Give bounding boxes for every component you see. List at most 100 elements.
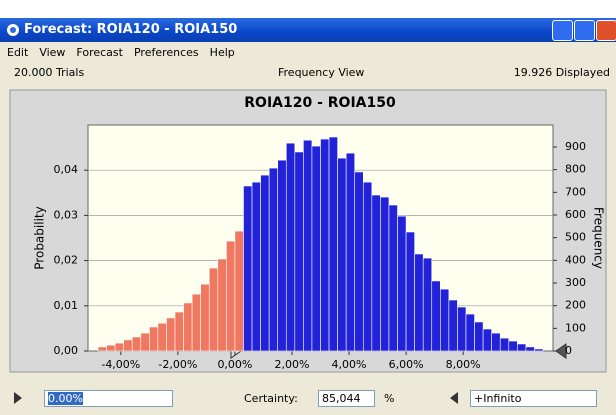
bottom-bar: 0.00% Certainty: 85,044 % +Infinito [0, 386, 616, 412]
y2-tick-label: 800 [565, 163, 586, 176]
x-tick-label: 8,00% [446, 358, 481, 371]
lower-value: 0.00% [48, 392, 83, 405]
bar [234, 230, 244, 352]
y2-tick-label: 600 [565, 208, 586, 221]
app-icon [7, 24, 19, 36]
lower-arrow[interactable] [12, 391, 24, 405]
displayed: 19.926 Displayed [513, 66, 610, 79]
bar [294, 151, 304, 352]
bar [491, 332, 501, 352]
bar [371, 194, 381, 352]
y2-tick-label: 700 [565, 185, 586, 198]
x-tick-label: -4,00% [101, 358, 140, 371]
y2-axis-label: Frequency [592, 207, 606, 269]
title-bar: Forecast: ROIA120 - ROIA150 [0, 18, 616, 42]
bar [140, 332, 150, 352]
x-tick-label: -2,00% [158, 358, 197, 371]
menu-item[interactable]: Edit [7, 46, 29, 59]
x-tick-label: 4,00% [332, 358, 367, 371]
upper-marker[interactable] [555, 343, 567, 359]
chart-title: ROIA120 - ROIA150 [244, 95, 396, 111]
bar [448, 299, 458, 352]
bar [183, 302, 193, 352]
y-tick-label: 0,03 [54, 208, 79, 221]
y2-tick-label: 200 [565, 299, 586, 312]
bar [97, 346, 107, 352]
bar [362, 181, 373, 352]
y2-tick-label: 400 [565, 253, 586, 266]
info-bar: 20.000 Trials Frequency View 19.926 Disp… [0, 66, 616, 84]
upper-arrow[interactable] [448, 391, 460, 405]
y-tick-label: 0,02 [54, 254, 79, 267]
bar [431, 280, 441, 352]
bar [482, 328, 492, 352]
bar [380, 196, 390, 352]
bar [337, 157, 347, 352]
bar [414, 253, 424, 352]
bar [440, 288, 450, 352]
bar [217, 258, 227, 352]
bar [320, 138, 330, 352]
window-title: Forecast: ROIA120 - ROIA150 [24, 22, 238, 37]
y-tick-label: 0,04 [54, 163, 79, 176]
bar [157, 322, 167, 352]
bar [191, 293, 201, 352]
bar [277, 159, 287, 352]
menu-item[interactable]: View [39, 46, 66, 59]
certainty-field[interactable]: 85,044 [318, 390, 375, 407]
close-button[interactable] [596, 20, 616, 41]
x-tick-label: 0,00% [217, 358, 252, 371]
trials: 20.000 Trials [14, 66, 85, 79]
menu-item[interactable]: Forecast [76, 46, 123, 59]
bar [525, 346, 535, 352]
bar [243, 185, 253, 352]
bar [260, 174, 270, 352]
bar [226, 240, 236, 352]
maximize-button[interactable] [574, 20, 595, 41]
bar [268, 167, 279, 352]
y2-tick-label: 500 [565, 231, 586, 244]
chart: ROIA120 - ROIA150 Probability Frequency … [9, 89, 607, 373]
x-tick-label: 2,00% [274, 358, 309, 371]
bar [251, 181, 261, 352]
bar [534, 348, 544, 352]
bar [208, 267, 219, 352]
menu-item[interactable]: Preferences [133, 46, 199, 59]
minimize-button[interactable] [552, 20, 573, 41]
bar [422, 257, 433, 352]
bar [106, 344, 116, 352]
certainty-unit: % [384, 392, 395, 405]
bar [311, 145, 321, 352]
y2-tick-label: 300 [565, 276, 586, 289]
bar [303, 139, 313, 352]
bar [397, 215, 407, 352]
menu-bar: Edit View Forecast Preferences Help [0, 44, 616, 62]
bar [166, 317, 176, 352]
upper-field[interactable]: +Infinito [470, 390, 597, 407]
bar [354, 171, 364, 352]
bar [474, 321, 484, 352]
bar [200, 283, 210, 352]
bar [465, 313, 475, 352]
bar [131, 336, 142, 352]
y-axis-label: Probability [33, 206, 47, 269]
lower-field[interactable]: 0.00% [44, 390, 173, 407]
bar [457, 306, 467, 352]
y-tick-label: 0,01 [54, 299, 79, 312]
bar [499, 337, 510, 352]
bar [345, 152, 356, 352]
view-name: Frequency View [278, 66, 365, 79]
y2-tick-label: 100 [565, 321, 586, 334]
menu-item[interactable]: Help [209, 46, 235, 59]
y2-tick-label: 900 [565, 140, 586, 153]
y-tick-label: 0,00 [54, 344, 79, 357]
bar [388, 204, 398, 352]
bar [114, 342, 124, 352]
bar [149, 326, 159, 352]
window: Forecast: ROIA120 - ROIA150 Edit View Fore… [0, 18, 616, 415]
certainty-label: Certainty: [244, 392, 298, 405]
x-tick-label: 6,00% [389, 358, 424, 371]
bar [517, 343, 527, 352]
bar [174, 311, 184, 352]
